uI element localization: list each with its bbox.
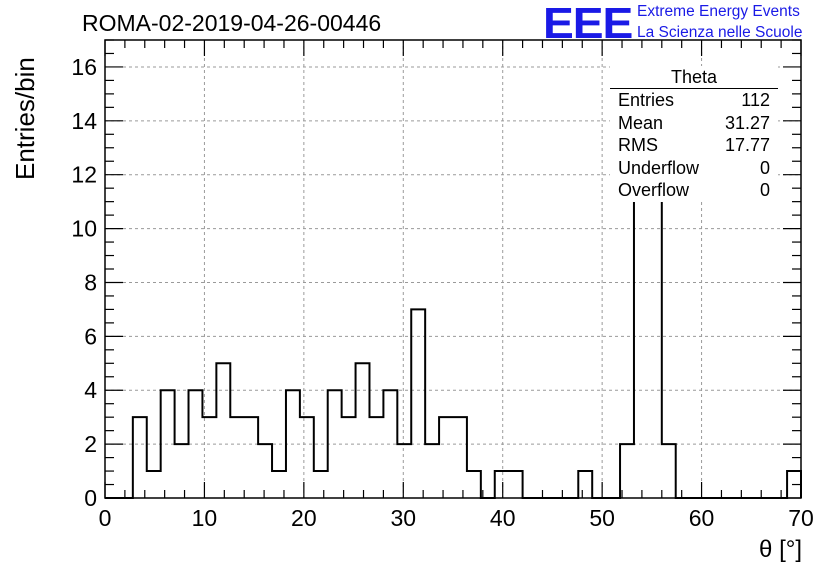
- stats-row-rms: RMS 17.77: [610, 134, 778, 157]
- y-tick-label: 14: [71, 108, 97, 134]
- y-tick-label: 0: [84, 485, 97, 511]
- stats-label: Entries: [618, 90, 675, 110]
- stats-value: 112: [741, 90, 770, 110]
- y-tick-label: 16: [71, 54, 97, 80]
- stats-row-entries: Entries 112: [610, 89, 778, 112]
- stats-value: 0: [759, 180, 770, 200]
- logo-line-1: Extreme Energy Events: [637, 3, 800, 20]
- stats-label: Underflow: [618, 157, 700, 178]
- stats-row-underflow: Underflow 0: [610, 157, 778, 180]
- logo-line-2: La Scienza nelle Scuole: [637, 24, 803, 41]
- y-axis-label: Entries/bin: [10, 57, 40, 180]
- x-tick-label: 60: [689, 505, 715, 531]
- x-tick-label: 40: [490, 505, 516, 531]
- y-tick-label: 6: [84, 323, 97, 349]
- axis-ticks: [104, 39, 802, 499]
- stats-label: Mean: [618, 112, 664, 133]
- x-tick-label: 30: [390, 505, 416, 531]
- x-tick-label: 0: [99, 505, 112, 531]
- y-tick-label: 4: [84, 377, 97, 403]
- stats-box: Theta Entries 112 Mean 31.27 RMS 17.77 U…: [610, 66, 778, 202]
- eee-logo: EEE: [543, 0, 633, 48]
- x-axis-label: θ [°]: [759, 536, 802, 563]
- x-tick-label: 10: [192, 505, 218, 531]
- x-tick-label: 50: [589, 505, 615, 531]
- y-tick-label: 2: [84, 431, 97, 457]
- y-tick-label: 10: [71, 216, 97, 242]
- y-tick-label: 8: [84, 269, 97, 295]
- stats-row-overflow: Overflow 0: [610, 179, 778, 202]
- grid-lines: [105, 40, 801, 498]
- tick-labels: 0 10 20 30 40 50 60 70 0 2 4 6 8 10 12 14 16: [71, 54, 813, 531]
- stats-row-mean: Mean 31.27: [610, 112, 778, 135]
- stats-box-title: Theta: [610, 66, 778, 89]
- y-axis-label-wrap: Entries/bin: [6, 57, 46, 190]
- stats-label: RMS: [618, 135, 658, 155]
- x-tick-label: 70: [788, 505, 814, 531]
- stats-label: Overflow: [618, 180, 690, 200]
- chart-title: ROMA-02-2019-04-26-00446: [82, 10, 382, 36]
- x-tick-label: 20: [291, 505, 317, 531]
- stats-value: 31.27: [724, 112, 770, 133]
- stats-value: 17.77: [724, 135, 770, 155]
- stats-value: 0: [759, 157, 770, 178]
- y-tick-label: 12: [71, 162, 97, 188]
